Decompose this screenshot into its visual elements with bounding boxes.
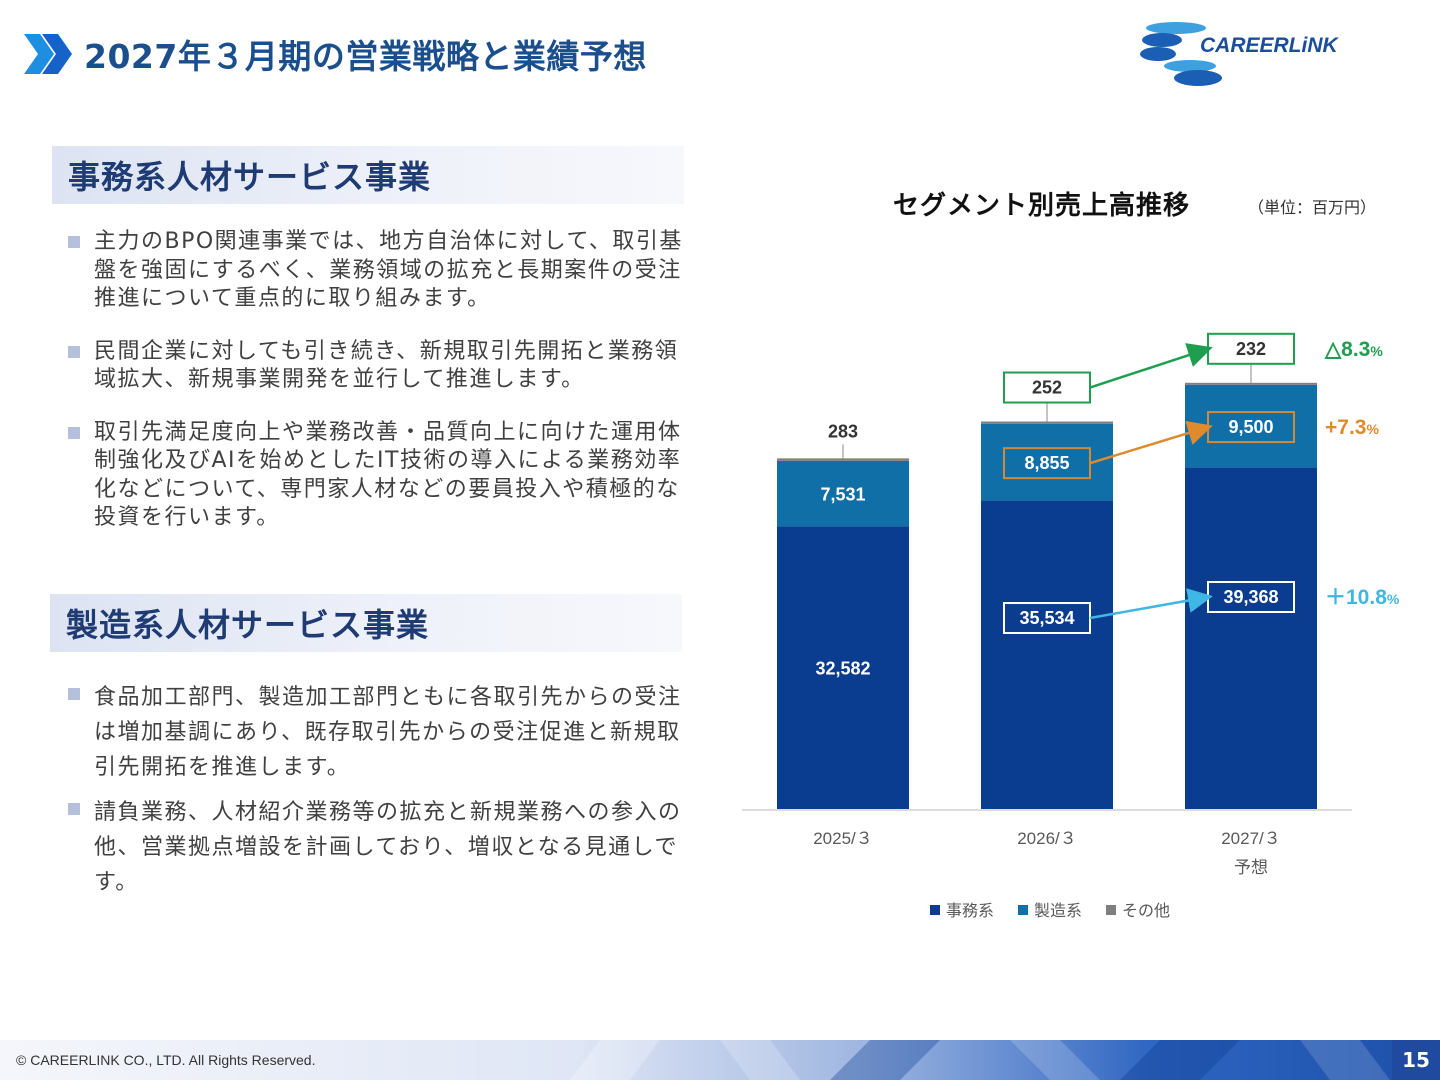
growth-arrow — [1089, 420, 1213, 465]
growth-arrow — [1089, 343, 1213, 389]
data-label: 39,368 — [1223, 587, 1278, 607]
chevron-right-icon — [24, 34, 72, 74]
growth-arrow — [1089, 588, 1213, 620]
growth-label: △8.3% — [1324, 338, 1383, 361]
section-heading-text: 事務系人材サービス事業 — [68, 158, 432, 196]
careerlink-logo: CAREERLiNK — [1140, 22, 1340, 86]
page-title: 2027年３月期の営業戦略と業績予想 — [84, 37, 647, 76]
x-tick-label: 2027/３ — [1221, 829, 1281, 848]
data-label: 9,500 — [1228, 417, 1273, 437]
list-item: 主力のBPO関連事業では、地方自治体に対して、取引基盤を強固にするべく、業務領域… — [66, 228, 686, 314]
bar-その他-1 — [981, 421, 1113, 424]
section-heading-manufacturing: 製造系人材サービス事業 — [50, 594, 682, 652]
list-item: 取引先満足度向上や業務改善・品質向上に向けた運用体制強化及びAIを始めとしたIT… — [66, 419, 686, 533]
bar-事務系-2 — [1185, 467, 1317, 809]
list-item: 食品加工部門、製造加工部門ともに各取引先からの受注は増加基調にあり、既存取引先か… — [66, 680, 686, 785]
footer: © CAREERLINK CO., LTD. All Rights Reserv… — [0, 1040, 1440, 1080]
page-number: 15 — [1392, 1040, 1440, 1080]
bullet-list-manufacturing: 食品加工部門、製造加工部門ともに各取引先からの受注は増加基調にあり、既存取引先か… — [66, 680, 686, 910]
bar-その他-2 — [1185, 382, 1317, 385]
copyright: © CAREERLINK CO., LTD. All Rights Reserv… — [16, 1052, 316, 1068]
data-label: 8,855 — [1024, 453, 1069, 473]
data-label: 283 — [828, 421, 858, 441]
section-heading-text: 製造系人材サービス事業 — [66, 606, 430, 644]
legend-swatch — [1106, 905, 1116, 915]
legend-label: 製造系 — [1034, 902, 1082, 920]
legend-label: その他 — [1122, 902, 1170, 920]
chart-unit: （単位：百万円） — [1248, 198, 1377, 217]
x-tick-label: 2025/３ — [813, 829, 873, 848]
list-item: 民間企業に対しても引き続き、新規取引先開拓と業務領域拡大、新規事業開発を並行して… — [66, 338, 686, 395]
legend-label: 事務系 — [946, 902, 994, 920]
data-label: 35,534 — [1019, 608, 1074, 628]
footer-decoration — [570, 1040, 1390, 1080]
segment-sales-chart: 2025/３ 2026/３ 2027/３ 予想 32,582 7,531 283 35,534… — [742, 332, 1400, 920]
data-label: 232 — [1236, 339, 1266, 359]
logo-text: CAREERLiNK — [1200, 34, 1340, 57]
data-label-box — [1207, 332, 1295, 365]
bar-製造系-0 — [777, 460, 909, 527]
x-tick-label: 2026/３ — [1017, 829, 1077, 848]
chart-title: セグメント別売上高推移 — [893, 191, 1191, 221]
growth-label: ＋10.8% — [1325, 586, 1400, 609]
section-heading-office: 事務系人材サービス事業 — [52, 146, 684, 204]
data-label: 7,531 — [820, 485, 865, 505]
bar-その他-0 — [777, 458, 909, 461]
legend-swatch — [930, 905, 940, 915]
bar-事務系-1 — [981, 500, 1113, 809]
data-label: 32,582 — [815, 659, 870, 679]
bullet-list-office: 主力のBPO関連事業では、地方自治体に対して、取引基盤を強固にするべく、業務領域… — [66, 228, 686, 557]
list-item: 請負業務、人材紹介業務等の拡充と新規業務への参入の他、営業拠点増設を計画しており… — [66, 795, 686, 900]
title-bar: 2027年３月期の営業戦略と業績予想 — [22, 28, 647, 80]
growth-label: +7.3% — [1325, 416, 1379, 439]
bar-事務系-0 — [777, 526, 909, 809]
legend-swatch — [1018, 905, 1028, 915]
data-label: 252 — [1032, 378, 1062, 398]
x-tick-sublabel: 予想 — [1234, 858, 1268, 877]
